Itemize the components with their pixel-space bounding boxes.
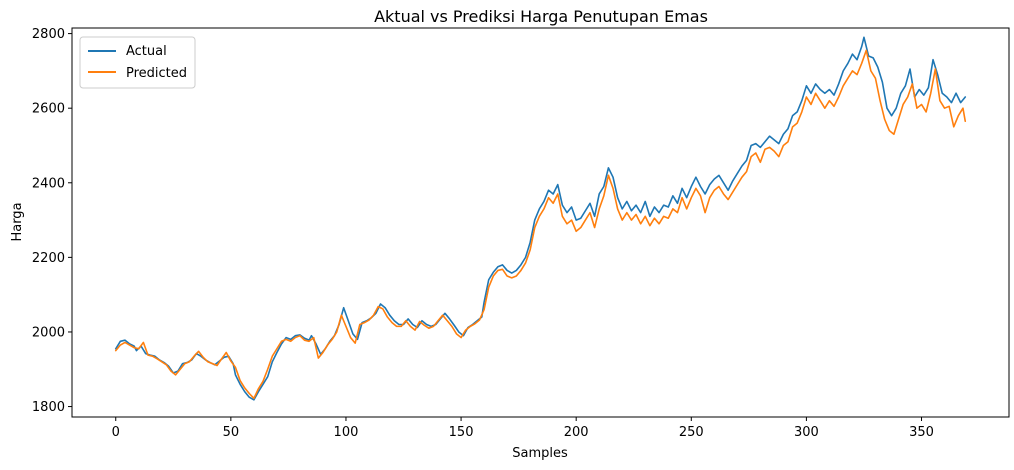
- y-tick-label: 2400: [32, 176, 65, 191]
- legend-box: [79, 36, 196, 89]
- x-axis: 0 50 100 150 200 250 300 350: [112, 417, 934, 440]
- y-tick-label: 1800: [32, 400, 65, 415]
- y-tick-label: 2000: [32, 325, 65, 340]
- y-axis-title: Harga: [10, 202, 25, 241]
- series-layer: [114, 36, 967, 401]
- legend-label-predicted: Predicted: [126, 66, 187, 81]
- x-tick-label: 100: [334, 425, 359, 440]
- x-axis-title: Samples: [512, 446, 568, 461]
- y-tick-label: 2800: [32, 27, 65, 42]
- y-tick-label: 2200: [32, 251, 65, 266]
- x-tick-label: 50: [223, 425, 240, 440]
- legend: Actual Predicted: [79, 36, 196, 89]
- x-tick-label: 300: [794, 425, 819, 440]
- plot-frame: [71, 27, 1010, 418]
- y-axis: 1800 2000 2200 2400 2600 2800: [32, 27, 72, 415]
- x-tick-label: 250: [679, 425, 704, 440]
- x-tick-label: 150: [449, 425, 474, 440]
- chart-title: Aktual vs Prediksi Harga Penutupan Emas: [374, 7, 708, 26]
- legend-label-actual: Actual: [126, 44, 167, 59]
- series-line-predicted: [114, 49, 967, 400]
- y-tick-label: 2600: [32, 102, 65, 117]
- x-tick-label: 200: [564, 425, 589, 440]
- x-tick-label: 0: [112, 425, 120, 440]
- x-tick-label: 350: [909, 425, 934, 440]
